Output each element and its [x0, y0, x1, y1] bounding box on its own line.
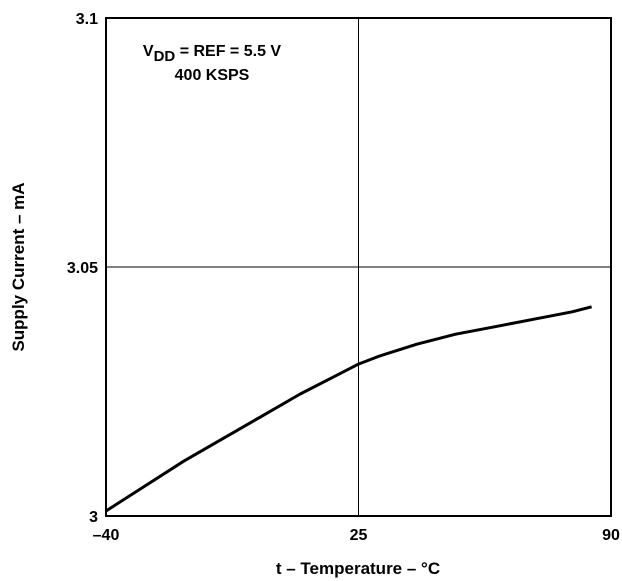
annotation-line-1: VDD = REF = 5.5 V: [143, 43, 282, 65]
annotation-subscript: DD: [154, 48, 176, 65]
annotation-v: V: [143, 43, 154, 60]
series-line: [105, 305, 592, 513]
x-tick-label: 90: [602, 527, 620, 544]
y-tick-label: 3: [89, 509, 98, 526]
y-tick-label: 3.05: [67, 260, 98, 277]
annotation-line-2: 400 KSPS: [175, 67, 250, 84]
y-axis-title: Supply Current – mA: [9, 182, 28, 351]
x-tick-label: –40: [93, 527, 120, 544]
y-tick-label: 3.1: [76, 11, 98, 28]
x-axis-title: t – Temperature – °C: [276, 559, 440, 578]
x-tick-label: 25: [350, 527, 368, 544]
annotation-rest: = REF = 5.5 V: [175, 43, 281, 60]
